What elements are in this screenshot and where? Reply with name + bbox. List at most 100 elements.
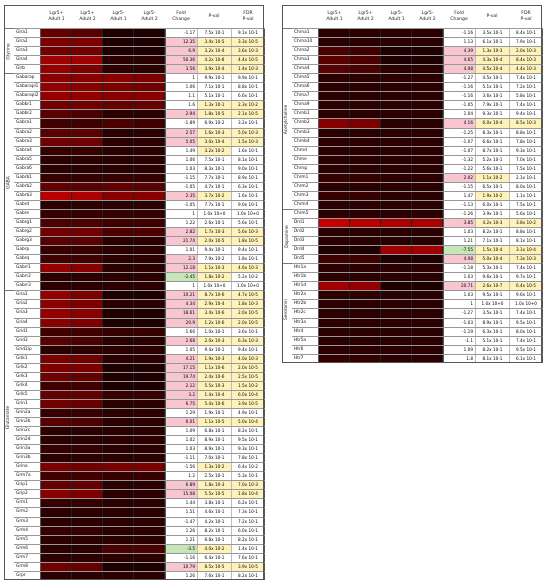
heatmap-cell (72, 264, 103, 273)
pval-cell: 1.8x 10-2 (197, 273, 231, 282)
fdr-cell: 7.3x 10-1 (231, 508, 265, 517)
heatmap-cell (41, 445, 72, 454)
table-row: Gabrb1 -1.15 7.7x 10-1 8.9x 10-1 (14, 172, 265, 182)
gene-name: Grm1 (14, 499, 41, 508)
heatmap-cell (381, 56, 412, 65)
table-row: Htr2b 1 1.0x 10+0 1.0x 10+0 (292, 299, 543, 309)
fdr-cell: 6.4x 10-2 (231, 463, 265, 472)
pval-cell: 3.7x 10-2 (197, 191, 231, 200)
table-row: Gabarapl2 1.1 5.1x 10-1 6.6x 10-1 (14, 91, 265, 101)
pval-cell: 8.2x 10-1 (197, 526, 231, 535)
heatmap-cell (134, 83, 165, 92)
table-row: Grina -1.56 1.3x 10-2 6.4x 10-2 (14, 462, 265, 472)
pval-cell: 1.6x 10-3 (197, 128, 231, 137)
gene-name: Gabrr3 (14, 282, 41, 291)
heatmap-cell (72, 381, 103, 390)
table-row: Glrb 3.56 3.9x 10-4 1.4x 10-3 (14, 64, 265, 74)
gene-name: Chrnb1 (292, 110, 319, 119)
table-header: Lgr5+ Adult 1 Lgr5+ Adult 2 Lgr5- Adult 1 L… (14, 5, 265, 28)
gene-name: Chrna4 (292, 65, 319, 74)
table-row: Drd4 -7.55 1.5x 10-4 3.1x 10-4 (292, 245, 543, 255)
table-row: Grin2c 1.09 6.8x 10-1 8.2x 10-1 (14, 426, 265, 436)
heatmap-cell (134, 427, 165, 436)
table-row: Gabrg2 2.82 1.7x 10-3 5.6x 10-3 (14, 227, 265, 237)
fdr-cell: 4.4x 10-5 (231, 56, 265, 65)
fold-change-cell: -1.1 (443, 336, 475, 345)
heatmap-cell (319, 65, 350, 74)
gene-name: Grid2 (14, 336, 41, 345)
heatmap-cell (103, 571, 134, 580)
table-row: Htr6 1.09 8.2x 10-1 9.5x 10-1 (292, 344, 543, 354)
heatmap-cell (134, 381, 165, 390)
fold-change-cell: 2.35 (165, 191, 197, 200)
fold-change-cell: 1.49 (165, 146, 197, 155)
heatmap-cell (412, 246, 443, 255)
group-label: Acetylcholine (282, 28, 292, 209)
table-row: Grik1 4.21 1.9x 10-3 4.0x 10-3 (14, 353, 265, 363)
fdr-cell: 9.4x 10-1 (509, 110, 543, 119)
fdr-cell: 5.0x 10-4 (231, 418, 265, 427)
table-row: Htr2a 1.03 9.5x 10-1 9.6x 10-1 (292, 290, 543, 300)
table-row: Drd3 1.21 7.1x 10-1 8.1x 10-1 (292, 236, 543, 246)
heatmap-cell (134, 282, 165, 291)
fdr-cell: 7.4x 10-1 (509, 101, 543, 110)
pval-cell: 8.3x 10-1 (475, 128, 509, 137)
fdr-cell: 5.3x 10-1 (231, 472, 265, 481)
table-row: Grm7a 1.2 2.5x 10-1 5.3x 10-1 (14, 471, 265, 481)
heatmap-cell (72, 553, 103, 562)
heatmap-cell (72, 65, 103, 74)
gene-name: Grm7a (14, 472, 41, 481)
heatmap-cell (103, 209, 134, 218)
table-row: Grip2 15.08 5.5x 10-5 1.8x 10-4 (14, 489, 265, 499)
fdr-cell: 3.8x 10-2 (509, 218, 543, 228)
heatmap-cell (412, 345, 443, 354)
fdr-cell: 7.4x 10-1 (509, 309, 543, 318)
fold-change-cell: 12.18 (165, 264, 197, 273)
pval-cell: 1.1x 10-3 (197, 264, 231, 273)
heatmap-cell (103, 390, 134, 399)
heatmap-cell (103, 291, 134, 300)
heatmap-cell (72, 155, 103, 164)
heatmap-cell (134, 399, 165, 408)
heatmap-cell (350, 74, 381, 83)
heatmap-cell (134, 200, 165, 209)
heatmap-cell (41, 182, 72, 191)
fdr-cell: 6.0x 10-1 (231, 526, 265, 535)
heatmap-cell (381, 110, 412, 119)
gene-name: Gabrr1 (14, 264, 41, 273)
heatmap-cell (350, 209, 381, 218)
table-row: Chrne -1.32 5.2x 10-1 7.0x 10-1 (292, 154, 543, 164)
table-row: Gabrp 1.01 9.4x 10-1 9.4x 10-1 (14, 245, 265, 255)
heatmap-cell (134, 318, 165, 327)
gene-name: Chrnb3 (292, 128, 319, 137)
heatmap-cell (381, 173, 412, 182)
pval-cell: 1.4x 10-4 (197, 390, 231, 399)
gene-name: Drd2 (292, 228, 319, 237)
fdr-cell: 8.1x 10-1 (231, 155, 265, 164)
heatmap-cell (319, 128, 350, 137)
table-row: Grm7 -1.16 6.4x 10-1 7.6x 10-1 (14, 552, 265, 562)
gene-name: Grin1 (14, 399, 41, 408)
heatmap-cell (319, 327, 350, 336)
heatmap-cell (103, 562, 134, 571)
heatmap-cell (41, 237, 72, 246)
fold-change-cell: -1.05 (443, 101, 475, 110)
fold-change-cell: 1.03 (165, 445, 197, 454)
gene-name: Chrna1 (292, 29, 319, 38)
heatmap-cell (72, 164, 103, 173)
heatmap-cell (319, 255, 350, 264)
table-row: Grid1 1.66 1.0x 10-1 3.6x 10-1 (14, 326, 265, 336)
fold-change-cell: -1.16 (443, 92, 475, 101)
table-row: Htr2c -1.27 3.5x 10-1 7.4x 10-1 (292, 308, 543, 318)
heatmap-cell (72, 309, 103, 318)
heatmap-cell (319, 74, 350, 83)
table-row: Chrna10 1.13 6.1x 10-1 7.9x 10-1 (292, 37, 543, 47)
fold-change-cell: 4.08 (443, 65, 475, 74)
heatmap-cell (381, 255, 412, 264)
heatmap-cell (381, 300, 412, 309)
heatmap-cell (41, 56, 72, 65)
fdr-cell: 1.4x 10-1 (231, 544, 265, 553)
fdr-cell: 9.0x 10-1 (231, 200, 265, 209)
fdr-cell: 8.2x 10-1 (231, 535, 265, 544)
gene-name: Htr2b (292, 300, 319, 309)
